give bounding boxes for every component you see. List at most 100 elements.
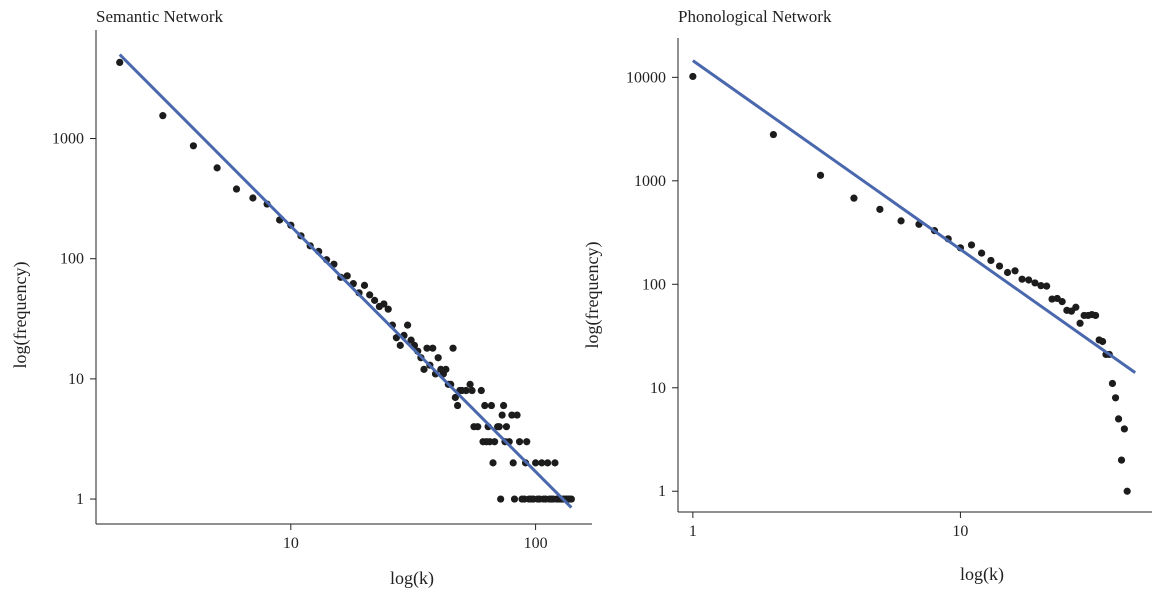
data-point xyxy=(1091,311,1100,320)
data-point xyxy=(967,241,976,249)
data-point xyxy=(1003,268,1012,277)
data-point xyxy=(1108,379,1117,388)
data-point xyxy=(232,185,241,193)
y-axis-label: log(frequency) xyxy=(10,262,31,369)
data-point xyxy=(366,291,374,299)
data-point xyxy=(371,296,379,304)
data-point xyxy=(1123,487,1131,495)
data-point xyxy=(1117,456,1126,464)
data-point xyxy=(249,194,257,202)
data-point xyxy=(1031,279,1039,287)
data-point xyxy=(978,249,986,257)
y-tick-label: 1 xyxy=(76,491,84,508)
data-point xyxy=(449,344,457,352)
data-point xyxy=(429,344,437,352)
data-point xyxy=(1011,267,1019,275)
data-point xyxy=(1114,415,1123,423)
x-tick-label: 10 xyxy=(952,523,968,540)
data-point xyxy=(544,459,552,467)
data-point xyxy=(523,438,531,446)
data-point xyxy=(1072,303,1080,311)
y-tick-label: 1 xyxy=(658,483,666,500)
data-point xyxy=(1076,319,1084,327)
data-point xyxy=(1111,394,1120,402)
data-point xyxy=(850,194,858,202)
data-point xyxy=(407,336,415,344)
data-point xyxy=(380,300,388,308)
x-tick-label: 100 xyxy=(524,535,548,552)
data-point xyxy=(1018,275,1026,283)
x-axis-label: log(k) xyxy=(960,564,1004,585)
y-tick-label: 10 xyxy=(68,371,84,388)
y-axis-label: log(frequency) xyxy=(582,242,603,349)
chart-title: Semantic Network xyxy=(96,7,223,26)
data-point xyxy=(689,72,697,81)
data-point xyxy=(567,495,575,503)
data-point xyxy=(213,164,221,172)
data-point xyxy=(481,401,489,410)
data-point xyxy=(384,305,392,313)
semantic-network-panel: Semantic Network log(k) log(frequency) 1… xyxy=(10,7,592,589)
data-point xyxy=(420,365,428,373)
y-tick-label: 10000 xyxy=(626,69,666,86)
data-point xyxy=(987,256,995,265)
data-point xyxy=(502,423,511,431)
data-point xyxy=(423,344,431,352)
data-point xyxy=(434,354,442,362)
data-point xyxy=(513,411,521,419)
data-point xyxy=(468,386,476,395)
data-point xyxy=(477,386,485,395)
data-point xyxy=(515,438,524,446)
data-point xyxy=(490,438,499,446)
data-point xyxy=(1037,282,1045,290)
data-point xyxy=(1025,276,1033,284)
data-point xyxy=(116,58,124,67)
data-point xyxy=(495,423,503,431)
data-point xyxy=(442,365,450,373)
data-point xyxy=(396,341,404,349)
y-tick-label: 100 xyxy=(642,276,666,293)
data-point xyxy=(816,171,825,179)
data-point xyxy=(538,459,546,467)
x-tick-label: 10 xyxy=(283,535,299,552)
data-point xyxy=(343,272,351,280)
chart-title: Phonological Network xyxy=(678,7,832,26)
data-point xyxy=(404,321,412,329)
data-point xyxy=(489,459,497,467)
data-point xyxy=(876,205,884,213)
data-point xyxy=(159,112,167,120)
data-point xyxy=(451,393,459,402)
x-tick-label: 1 xyxy=(689,523,697,540)
data-point xyxy=(1043,282,1051,290)
data-point xyxy=(360,281,369,289)
x-axis-label: log(k) xyxy=(390,568,434,589)
data-point xyxy=(189,142,198,150)
phonological-network-panel: Phonological Network log(k) log(frequenc… xyxy=(582,7,1152,585)
data-point xyxy=(1099,337,1107,346)
y-tick-label: 10 xyxy=(650,380,666,397)
data-point xyxy=(510,495,519,503)
fit-line xyxy=(118,53,573,509)
data-point xyxy=(531,459,540,467)
data-point xyxy=(497,495,505,503)
data-point xyxy=(462,386,470,395)
data-point xyxy=(453,401,462,410)
data-point xyxy=(508,411,516,419)
data-point xyxy=(509,459,517,467)
fit-line xyxy=(691,59,1137,374)
data-point xyxy=(1120,425,1128,433)
y-tick-label: 1000 xyxy=(634,173,666,190)
data-point xyxy=(995,262,1004,270)
y-tick-label: 1000 xyxy=(52,131,84,148)
plot-area: 1 10 100 1000 10000 1 10 xyxy=(626,38,1152,540)
data-point xyxy=(1058,298,1066,306)
plot-area: 1 10 100 1000 10 100 xyxy=(52,30,592,552)
data-point xyxy=(897,217,905,225)
data-point xyxy=(499,401,508,410)
data-point xyxy=(551,459,559,467)
data-point xyxy=(474,423,482,431)
y-tick-label: 100 xyxy=(60,251,84,268)
data-point xyxy=(466,380,474,388)
data-point xyxy=(769,130,778,139)
